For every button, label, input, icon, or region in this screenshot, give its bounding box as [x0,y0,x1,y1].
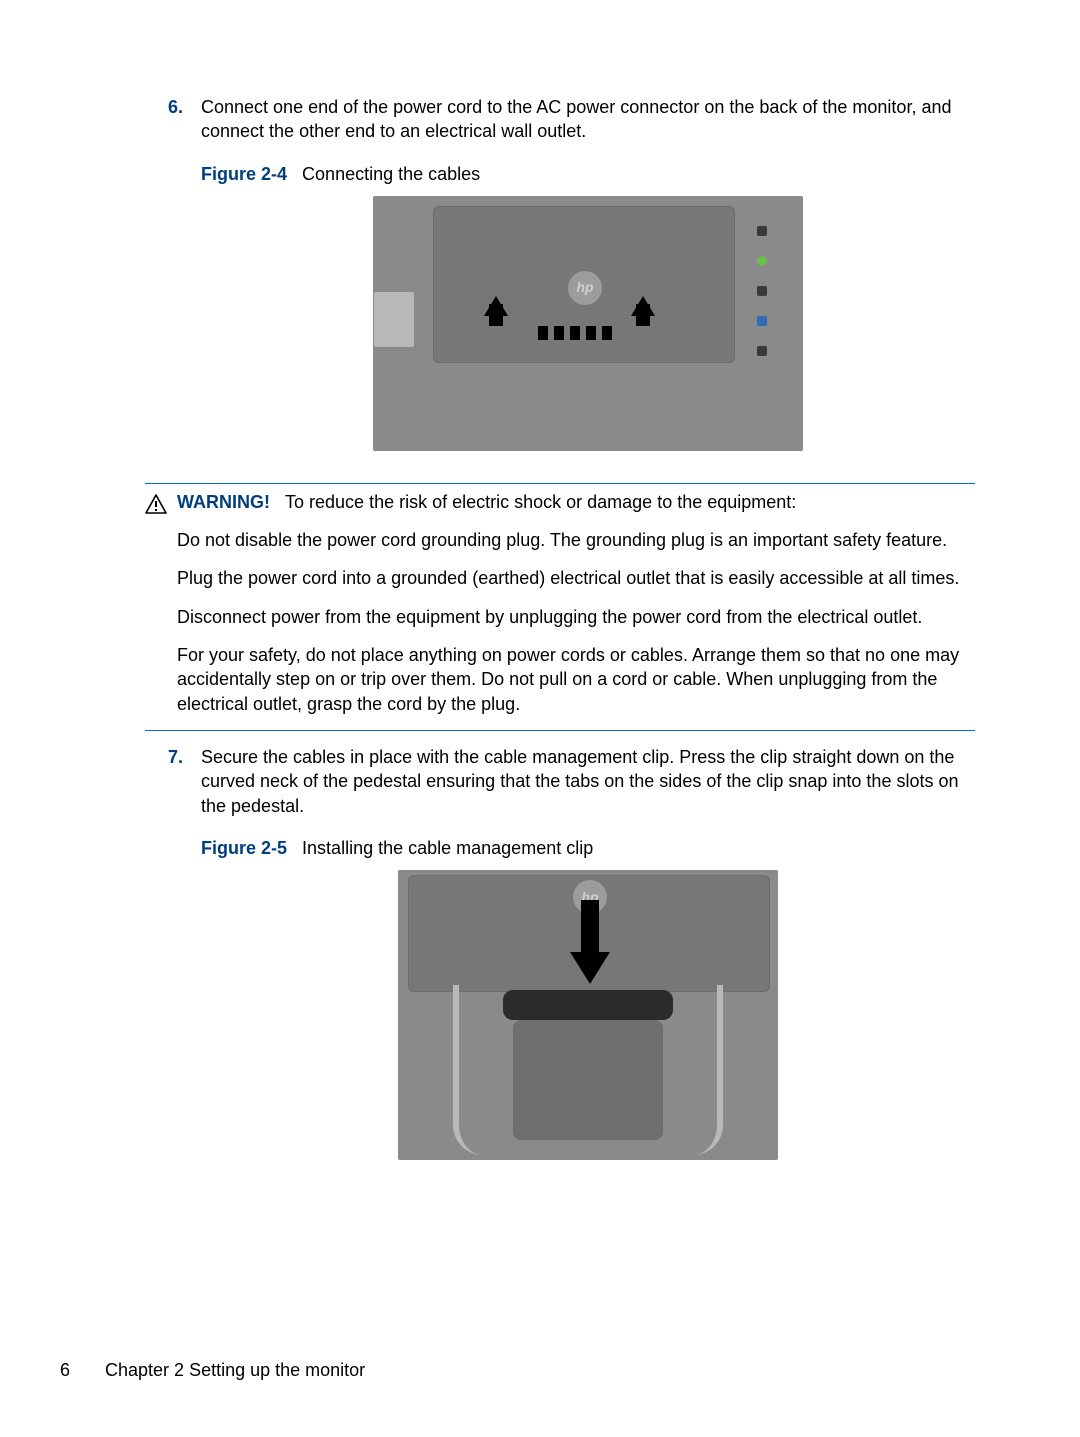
step-text: Connect one end of the power cord to the… [201,95,975,144]
warning-lead: WARNING! To reduce the risk of electric … [177,490,975,514]
figure-title: Installing the cable management clip [302,838,593,858]
step-7: 7. Secure the cables in place with the c… [145,745,975,1178]
warning-body: WARNING! To reduce the risk of electric … [177,490,975,722]
figure-caption: Figure 2-5 Installing the cable manageme… [201,836,975,860]
figure-container: hp [201,870,975,1160]
warning-label: WARNING! [177,492,270,512]
warning-p2: Plug the power cord into a grounded (ear… [177,566,975,590]
page-footer: 6 Chapter 2 Setting up the monitor [60,1358,365,1382]
step-body: Secure the cables in place with the cabl… [201,745,975,1178]
page: 6. Connect one end of the power cord to … [0,0,1080,1437]
warning-icon [145,494,167,520]
page-number: 6 [60,1358,100,1382]
figure-2-5-image: hp [398,870,778,1160]
step-number: 6. [145,95,201,119]
warning-lead-text: To reduce the risk of electric shock or … [285,492,796,512]
step-body: Connect one end of the power cord to the… [201,95,975,469]
figure-caption: Figure 2-4 Connecting the cables [201,162,975,186]
warning-p4: For your safety, do not place anything o… [177,643,975,716]
figure-container: hp [201,196,975,451]
step-6: 6. Connect one end of the power cord to … [145,95,975,469]
figure-label: Figure 2-5 [201,838,287,858]
figure-label: Figure 2-4 [201,164,287,184]
figure-title: Connecting the cables [302,164,480,184]
figure-2-4-image: hp [373,196,803,451]
warning-p1: Do not disable the power cord grounding … [177,528,975,552]
warning-p3: Disconnect power from the equipment by u… [177,605,975,629]
step-number: 7. [145,745,201,769]
step-text: Secure the cables in place with the cabl… [201,745,975,818]
warning-block: WARNING! To reduce the risk of electric … [145,483,975,731]
chapter-title: Chapter 2 Setting up the monitor [105,1360,365,1380]
